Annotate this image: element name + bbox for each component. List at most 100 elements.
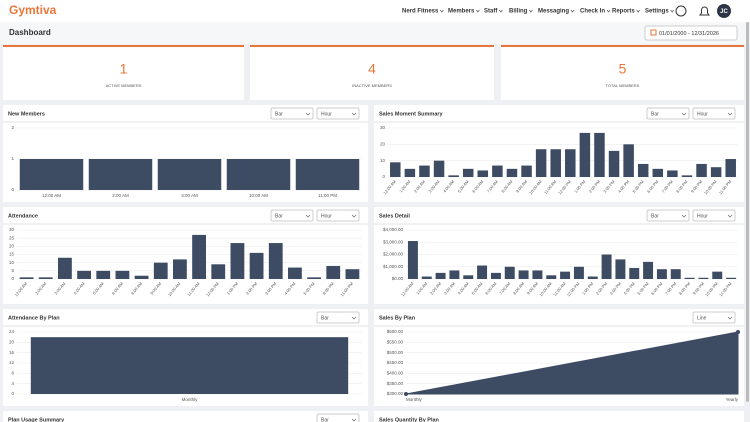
dropdown[interactable] [692, 311, 736, 324]
bar [96, 270, 111, 279]
nav-item[interactable]: Messaging [538, 9, 569, 15]
dropdown-caret [681, 112, 687, 116]
dropdown[interactable] [270, 107, 314, 120]
nav-caret [570, 9, 575, 13]
bar [573, 266, 584, 279]
bar [288, 267, 302, 279]
y-tick-label: 10 [380, 158, 386, 163]
bar [463, 275, 474, 279]
bar [295, 159, 360, 190]
dropdown[interactable] [316, 209, 360, 222]
y-tick-label: 5 [11, 268, 14, 273]
bar [230, 243, 245, 279]
nav-item[interactable]: Reports [612, 9, 635, 15]
bar [594, 132, 605, 177]
panel-title: Plan Usage Summary [8, 417, 65, 422]
y-tick-label: 30 [380, 125, 386, 130]
x-tick-label: 11:00 PM [318, 193, 337, 198]
bar [492, 165, 503, 177]
x-tick-label: Monthly [406, 397, 423, 402]
stat-card-accent [501, 45, 744, 47]
stat-value: 1 [120, 61, 128, 77]
panel [3, 411, 368, 422]
line-area [405, 331, 739, 395]
bar [58, 257, 72, 279]
dropdown[interactable] [692, 209, 736, 222]
dropdown[interactable] [692, 107, 736, 120]
avatar[interactable] [717, 4, 731, 18]
bar [157, 159, 222, 190]
panel-title: Sales By Plan [379, 315, 416, 321]
bar [407, 241, 418, 279]
bar [670, 269, 681, 279]
date-range-picker[interactable] [644, 25, 738, 41]
calendar-icon [650, 29, 657, 36]
panel-title: Attendance [8, 213, 38, 219]
y-tick-label: $3,000.00 [383, 239, 404, 244]
y-tick-label: $600.00 [387, 329, 404, 334]
bar [546, 275, 557, 279]
dropdown-value: Bar [275, 111, 283, 117]
bar [652, 168, 664, 177]
bar [173, 259, 187, 279]
x-tick-label: Monthly [182, 397, 199, 402]
y-tick-label: $400.00 [387, 371, 404, 376]
logo[interactable]: Gymtiva [9, 3, 57, 17]
bar [153, 262, 168, 279]
bar [550, 149, 561, 177]
bar [615, 259, 626, 279]
y-tick-label: 1 [11, 156, 14, 161]
bar [587, 276, 598, 279]
stat-value: 4 [368, 61, 376, 77]
panel-title: Sales Detail [379, 213, 410, 219]
nav-caret [636, 9, 640, 13]
bell-icon[interactable] [699, 6, 710, 16]
nav-item[interactable]: Members [448, 9, 475, 15]
dropdown[interactable] [316, 311, 360, 324]
nav-item[interactable]: Billing [509, 9, 528, 15]
dropdown-caret [727, 112, 733, 116]
bar [667, 170, 678, 177]
nav-caret [606, 9, 611, 13]
y-tick-label: 4 [11, 381, 14, 386]
bar [211, 264, 226, 279]
nav-item[interactable]: Settings [645, 9, 669, 15]
y-tick-label: 16 [9, 350, 15, 355]
dropdown[interactable] [316, 107, 360, 120]
nav-item[interactable]: Check In [580, 9, 605, 15]
dropdown-value: Bar [321, 417, 329, 422]
panel [374, 207, 744, 304]
bar [477, 265, 488, 279]
bar [38, 277, 53, 279]
y-tick-label: 12 [9, 360, 15, 365]
dropdown-value: Bar [651, 213, 659, 219]
dropdown-value: Hour [321, 111, 332, 117]
dropdown-caret [305, 112, 311, 116]
y-tick-label: 0 [11, 276, 14, 281]
dropdown-caret [305, 214, 311, 218]
y-tick-label: 8 [11, 371, 14, 376]
y-tick-label: $4,000.00 [383, 227, 404, 232]
bar [698, 277, 709, 279]
y-tick-label: 20 [9, 244, 15, 249]
panel [374, 411, 744, 422]
bar [643, 261, 654, 279]
dropdown[interactable] [646, 209, 690, 222]
y-tick-label: 10 [9, 260, 15, 265]
dropdown-value: Line [697, 315, 707, 321]
bar [448, 175, 459, 177]
dropdown-caret [727, 316, 733, 320]
bar [462, 168, 474, 177]
nav-caret [440, 9, 444, 13]
bar [226, 159, 291, 190]
nav-item[interactable]: Staff [484, 9, 498, 15]
nav-caret [529, 9, 533, 13]
help-icon[interactable] [675, 5, 687, 17]
bar [518, 270, 529, 279]
dropdown[interactable] [646, 107, 690, 120]
nav-item[interactable]: Nerd Fitness [402, 9, 439, 15]
dropdown[interactable] [316, 413, 360, 422]
bar [421, 276, 432, 279]
bar [637, 163, 649, 177]
dropdown[interactable] [270, 209, 314, 222]
